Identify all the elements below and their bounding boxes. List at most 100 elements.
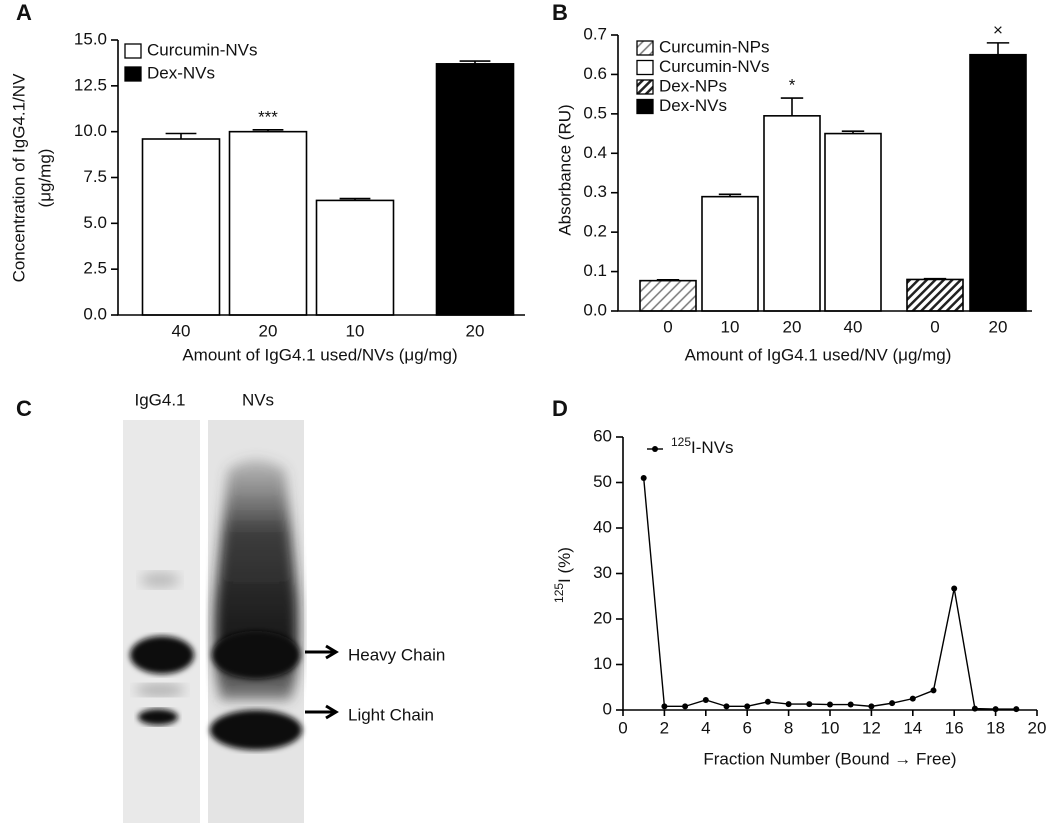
x-tick-label: 10	[721, 317, 740, 336]
legend-label: Curcumin-NVs	[147, 40, 258, 59]
data-point	[951, 585, 958, 592]
legend-label: Dex-NVs	[659, 96, 727, 115]
y-tick-label: 30	[593, 563, 612, 582]
legend-label: 125I-NVs	[671, 435, 734, 457]
bar	[969, 53, 1027, 312]
axis-line	[622, 437, 1037, 711]
lane-label: NVs	[242, 390, 274, 409]
gel-lane	[123, 420, 200, 823]
x-tick-label: 10	[821, 718, 840, 737]
x-tick-label: 14	[903, 718, 922, 737]
data-point	[682, 703, 689, 710]
data-point	[723, 703, 730, 710]
band	[138, 709, 178, 725]
band	[140, 572, 180, 588]
y-axis-label: (μg/mg)	[35, 149, 54, 208]
data-point	[785, 701, 792, 708]
y-tick-label: 0.0	[83, 304, 107, 323]
y-tick-label: 10	[593, 654, 612, 673]
x-tick-label: 16	[945, 718, 964, 737]
y-axis-label: Concentration of IgG4.1/NV	[9, 73, 28, 283]
y-tick-label: 0.4	[583, 143, 607, 162]
y-tick-label: 0.0	[583, 300, 607, 319]
axis-line	[117, 40, 525, 316]
data-point	[640, 474, 647, 481]
y-tick-label: 0.7	[583, 24, 607, 43]
panel-label: A	[16, 0, 32, 25]
data-point	[661, 703, 668, 710]
x-axis-label: Fraction Number (Bound → Free)	[703, 749, 956, 768]
band	[135, 684, 185, 696]
x-tick-label: 4	[701, 718, 710, 737]
band-label: Heavy Chain	[348, 645, 445, 664]
data-point	[909, 695, 916, 702]
x-tick-label: 40	[172, 321, 191, 340]
y-tick-label: 50	[593, 472, 612, 491]
y-tick-label: 40	[593, 517, 612, 536]
data-point	[847, 701, 854, 708]
x-tick-label: 20	[259, 321, 278, 340]
annotation: *	[789, 76, 796, 95]
bar	[824, 132, 882, 312]
legend-label: Dex-NVs	[147, 63, 215, 82]
y-axis-label: 125I (%)	[552, 547, 574, 603]
x-tick-label: 40	[844, 317, 863, 336]
data-point	[889, 700, 896, 707]
y-axis-label-main: I (%)	[555, 547, 574, 583]
panel-label: B	[552, 0, 568, 25]
x-tick-label: 12	[862, 718, 881, 737]
x-tick-label: 2	[660, 718, 669, 737]
data-point	[764, 698, 771, 705]
y-tick-label: 60	[593, 426, 612, 445]
y-axis-label: Absorbance (RU)	[555, 104, 574, 235]
y-tick-label: 7.5	[83, 167, 107, 186]
x-tick-label: 10	[346, 321, 365, 340]
bar	[315, 199, 395, 316]
bar	[639, 279, 697, 312]
legend-swatch	[636, 40, 654, 56]
x-tick-label: 0	[618, 718, 627, 737]
lane-label: IgG4.1	[134, 390, 185, 409]
arrow	[305, 644, 339, 660]
x-axis-label: Amount of IgG4.1 used/NV (μg/mg)	[685, 345, 952, 364]
bar	[906, 278, 964, 312]
x-tick-label: 20	[989, 317, 1008, 336]
legend-swatch	[636, 98, 654, 115]
legend-label: Curcumin-NVs	[659, 57, 770, 76]
axis-line	[617, 35, 1032, 312]
data-point	[1013, 706, 1020, 713]
legend-swatch	[636, 59, 654, 76]
x-tick-label: 18	[986, 718, 1005, 737]
x-tick-label: 20	[1028, 718, 1047, 737]
legend-swatch	[124, 43, 142, 59]
arrow	[305, 704, 339, 720]
bar	[435, 63, 515, 316]
band	[210, 710, 302, 750]
x-tick-label: 0	[663, 317, 672, 336]
data-point	[744, 703, 751, 710]
y-tick-label: 0	[603, 699, 612, 718]
data-line	[643, 477, 1017, 710]
band-label: Light Chain	[348, 705, 434, 724]
bar	[141, 138, 221, 316]
panel-label: D	[552, 396, 568, 421]
y-tick-label: 0.5	[583, 103, 607, 122]
data-point	[806, 701, 813, 708]
data-point	[827, 701, 833, 708]
band	[130, 636, 194, 674]
legend-main: I-NVs	[691, 438, 734, 457]
y-tick-label: 15.0	[74, 29, 107, 48]
x-tick-label: 20	[783, 317, 802, 336]
y-tick-label: 0.2	[583, 222, 607, 241]
legend-label: Curcumin-NPs	[659, 37, 770, 56]
legend-label: Dex-NPs	[659, 76, 727, 95]
x-tick-label: 8	[784, 718, 793, 737]
y-tick-label: 0.3	[583, 182, 607, 201]
annotation: ×	[993, 20, 1003, 39]
annotation: ***	[258, 107, 278, 126]
legend-sup: 125	[671, 435, 691, 449]
panel-label: C	[16, 396, 32, 421]
legend-marker	[652, 446, 658, 452]
y-tick-label: 5.0	[83, 213, 107, 232]
